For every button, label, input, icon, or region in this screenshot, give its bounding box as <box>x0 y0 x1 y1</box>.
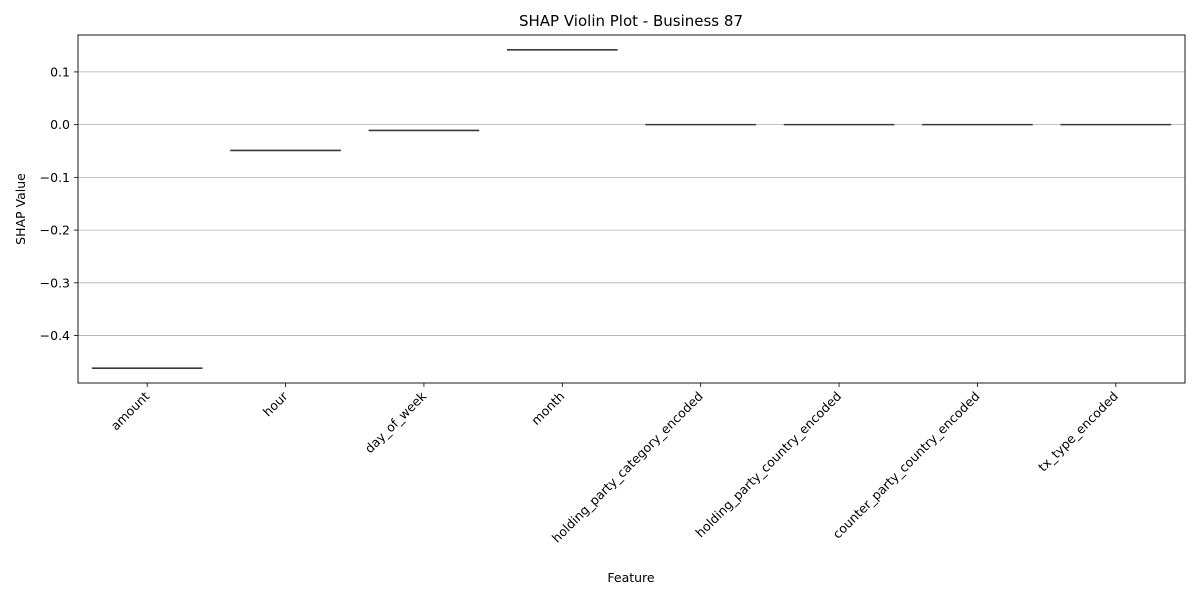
x-tick-label: counter_party_country_encoded <box>830 389 983 542</box>
x-axis-label: Feature <box>607 570 655 585</box>
y-axis-label: SHAP Value <box>13 173 28 245</box>
x-tick-label: hour <box>260 388 291 419</box>
x-tick-label: day_of_week <box>362 388 430 456</box>
marks-layer <box>91 48 1172 370</box>
y-tick-label: 0.1 <box>50 64 70 79</box>
y-tick-label: −0.4 <box>40 328 70 343</box>
x-tick-label: month <box>528 389 567 428</box>
x-tick-label: holding_party_category_encoded <box>549 389 706 546</box>
y-tick-label: −0.2 <box>40 223 70 238</box>
x-ticks: amount hour day_of_week monthholding_party_… <box>108 383 1121 546</box>
x-tick-label: amount <box>108 388 153 433</box>
y-ticks: 0.1 0.0 −0.1 −0.2 −0.3 −0.4 <box>40 64 78 343</box>
x-tick-label: holding_party_country_encoded <box>692 389 844 541</box>
chart-title: SHAP Violin Plot - Business 87 <box>519 12 743 30</box>
plot-frame <box>77 34 1186 384</box>
y-tick-label: −0.1 <box>40 170 70 185</box>
y-tick-label: −0.3 <box>40 275 70 290</box>
grid-layer <box>78 71 1185 336</box>
x-tick-label: tx_type_encoded <box>1035 389 1121 475</box>
y-tick-label: 0.0 <box>50 117 70 132</box>
